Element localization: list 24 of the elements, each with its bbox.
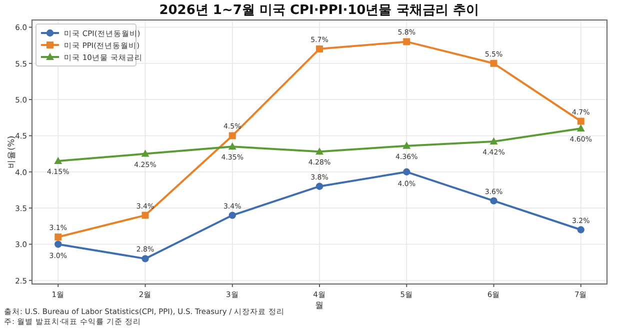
point bbox=[142, 255, 149, 262]
point bbox=[490, 137, 498, 145]
point bbox=[228, 142, 236, 150]
point bbox=[402, 142, 411, 149]
point bbox=[228, 132, 236, 140]
y-axis-title: 비율(%) bbox=[7, 136, 17, 168]
point bbox=[141, 150, 150, 157]
x-axis-title: 월 bbox=[315, 301, 324, 311]
point bbox=[577, 118, 584, 125]
point bbox=[54, 240, 62, 248]
point bbox=[316, 147, 324, 155]
point bbox=[316, 45, 323, 52]
point bbox=[228, 212, 236, 219]
point bbox=[54, 233, 62, 240]
point bbox=[490, 197, 498, 204]
point bbox=[490, 60, 498, 67]
point bbox=[142, 212, 149, 219]
chart-title: 2026년 1~7월 미국 CPI·PPI·10년물 국채금리 추이 bbox=[159, 3, 479, 18]
point bbox=[577, 226, 584, 234]
point bbox=[403, 38, 410, 46]
point bbox=[54, 156, 62, 164]
point bbox=[403, 168, 410, 176]
point bbox=[316, 182, 324, 190]
point bbox=[576, 124, 585, 132]
